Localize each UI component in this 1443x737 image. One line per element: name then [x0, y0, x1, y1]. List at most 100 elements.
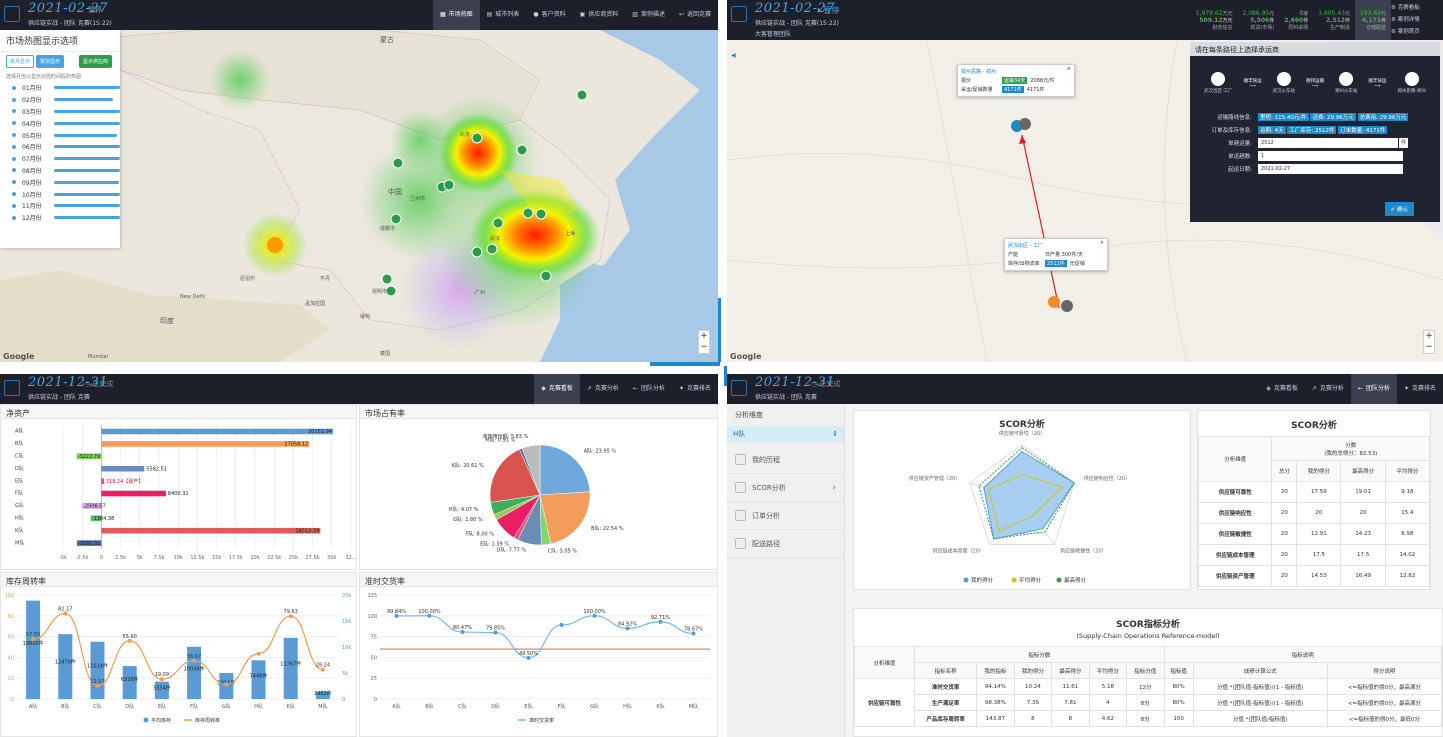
tab-case[interactable]: ▥ 案例描述: [632, 11, 665, 18]
zoom-out-button[interactable]: −: [1425, 342, 1433, 352]
line-point: [31, 637, 36, 642]
table-row: 供应链可靠性 20 17.59 19.01 9.18: [1197, 481, 1431, 503]
stat-value: 2,086.95: [1242, 9, 1270, 17]
tab-team[interactable]: ← 团队分析: [1350, 374, 1397, 404]
table-cell: 80%: [1163, 678, 1194, 695]
y-right-tick: 15k: [342, 619, 351, 625]
month-option[interactable]: 05月份: [0, 129, 120, 141]
zoom-in-button[interactable]: +: [1425, 331, 1433, 341]
show-supplier-button[interactable]: 显示供应商: [78, 55, 112, 68]
menu-icon[interactable]: [4, 6, 20, 22]
month-option[interactable]: 04月份: [0, 117, 120, 129]
map-marker-icon[interactable]: [471, 132, 483, 144]
heatmap-map[interactable]: 蒙古 中国 印度 New Delhi Mumbai 尼泊尔 不丹 孟加拉国 缅甸…: [0, 30, 718, 362]
zoom-control[interactable]: + −: [1423, 330, 1435, 354]
tab-ranking[interactable]: ✦ 克赛排名: [678, 385, 711, 392]
cumulative-button[interactable]: 累加显示: [36, 55, 65, 68]
nav-case-detail[interactable]: ⚙ 案例详情: [1391, 17, 1420, 23]
stat-label: 财务信息: [1212, 24, 1233, 31]
zoom-out-button[interactable]: −: [700, 342, 708, 352]
tab-supplier[interactable]: ▣ 供应商资料: [579, 11, 619, 18]
close-icon[interactable]: ×: [1066, 66, 1071, 72]
map-marker-icon[interactable]: [392, 157, 404, 169]
month-option[interactable]: 06月份: [0, 141, 120, 153]
tab-market-heatmap[interactable]: ▦ 市场热图: [432, 0, 480, 30]
tab-dashboard[interactable]: ◈ 克赛看板: [534, 374, 580, 404]
legend: 平均库存 库存周转率: [143, 717, 220, 724]
card-title: 武汉出区 - 工厂: [1008, 243, 1043, 249]
bar-label: 7448件: [250, 673, 268, 680]
map-marker-icon[interactable]: [381, 273, 393, 285]
confirm-button[interactable]: ✔ 确认: [1384, 202, 1414, 216]
menu-icon[interactable]: [731, 380, 747, 396]
factory-marker-icon[interactable]: [1048, 296, 1060, 308]
slice-label: D队: 7.77 %: [497, 547, 527, 554]
trip-count-input[interactable]: 1: [1258, 150, 1403, 161]
tab-dashboard[interactable]: ◈ 克赛看板: [1266, 385, 1298, 392]
month-option[interactable]: 01月份: [0, 82, 120, 94]
map-marker-icon[interactable]: [486, 243, 498, 255]
map-marker-icon[interactable]: [516, 144, 528, 156]
x-tick-label: B队: [61, 703, 69, 710]
table-cell: 供应链响应性: [1197, 502, 1273, 524]
month-option[interactable]: 11月份: [0, 200, 120, 212]
station-marker-icon[interactable]: [1061, 300, 1073, 312]
menu-icon[interactable]: [731, 6, 747, 22]
nav-case-home[interactable]: ⚙ 案例首页: [1391, 29, 1420, 35]
month-option[interactable]: 03月份: [0, 106, 120, 118]
pause-status[interactable]: ⏵ 暂停: [817, 6, 840, 15]
tab-ranking[interactable]: ✦ 克赛排名: [1403, 385, 1436, 392]
map-marker-icon[interactable]: [540, 270, 552, 282]
bar: [251, 660, 266, 699]
month-option[interactable]: 10月份: [0, 188, 120, 200]
map-marker-icon[interactable]: [522, 207, 534, 219]
start-date-input[interactable]: 2021-02-27: [1258, 163, 1403, 174]
warehouse-marker-icon[interactable]: [1019, 118, 1031, 130]
team-subtitle: 供应链实战 - 团队 克赛: [28, 394, 90, 401]
pie-slice: [521, 444, 541, 496]
tab-customer[interactable]: ● 客户资料: [533, 11, 566, 18]
map-marker-icon[interactable]: [471, 246, 483, 258]
trip-volume-input[interactable]: 2512: [1258, 137, 1398, 148]
axis-label: 供应链可靠性（20）: [999, 430, 1045, 437]
line-point: [493, 630, 498, 635]
tab-analysis[interactable]: ↗ 克赛分析: [586, 385, 619, 392]
map-marker-icon[interactable]: [492, 217, 504, 229]
map-marker-icon[interactable]: [535, 208, 547, 220]
zoom-in-button[interactable]: +: [700, 331, 708, 341]
menu-icon[interactable]: [4, 380, 20, 396]
stat-label: 原料采购: [1288, 24, 1309, 31]
radio-icon: [12, 144, 16, 149]
sidebar-item-routes[interactable]: 配送路径: [727, 530, 844, 558]
data-label: 8400.31: [168, 491, 189, 497]
map-marker-icon[interactable]: [390, 213, 402, 225]
month-option[interactable]: 09月份: [0, 176, 120, 188]
single-month-button[interactable]: 单月显示: [6, 55, 35, 68]
month-option[interactable]: 12月份: [0, 212, 120, 224]
stat-label: 现货(市场): [1250, 24, 1275, 31]
tab-city-list[interactable]: ▤ 城市列表: [486, 11, 520, 18]
sidebar-item-scor[interactable]: SCOR分析 ›: [727, 474, 844, 502]
nav-dashboard[interactable]: ⚙ 克赛看板: [1391, 5, 1420, 11]
pause-status[interactable]: 暂停: [88, 6, 102, 14]
heatmap-options-panel: 市场热图显示选项 单月显示 累加显示 显示供应商 选择月份以显示对应时间段的热图 …: [0, 30, 120, 248]
month-option[interactable]: 07月份: [0, 153, 120, 165]
sidebar-item-history[interactable]: 我的历程: [727, 446, 844, 474]
map-marker-icon[interactable]: [385, 285, 397, 297]
point-label: 49.50%: [519, 651, 538, 657]
legend-label: 我的得分: [971, 576, 994, 584]
tab-analysis[interactable]: ↗ 克赛分析: [1311, 385, 1344, 392]
team-select[interactable]: H队 ⇕: [727, 426, 844, 442]
map-marker-icon[interactable]: [576, 89, 588, 101]
month-option[interactable]: 02月份: [0, 94, 120, 106]
month-option[interactable]: 08月份: [0, 165, 120, 177]
tab-return[interactable]: ↩ 返回克赛: [678, 11, 711, 18]
sidebar-item-orders[interactable]: 订单分析: [727, 502, 844, 530]
collapse-icon[interactable]: ◀: [731, 52, 736, 59]
map-marker-icon[interactable]: [443, 179, 455, 191]
tab-team[interactable]: ← 团队分析: [632, 385, 665, 392]
close-icon[interactable]: ×: [1099, 240, 1104, 246]
zoom-control[interactable]: + −: [698, 330, 710, 354]
svg-text:泰国: 泰国: [380, 350, 390, 357]
table-row: 供应链可靠性 准时交货率 94.14% 10.24 11.61 5.18 12分 80% 分值 …: [854, 678, 1443, 727]
